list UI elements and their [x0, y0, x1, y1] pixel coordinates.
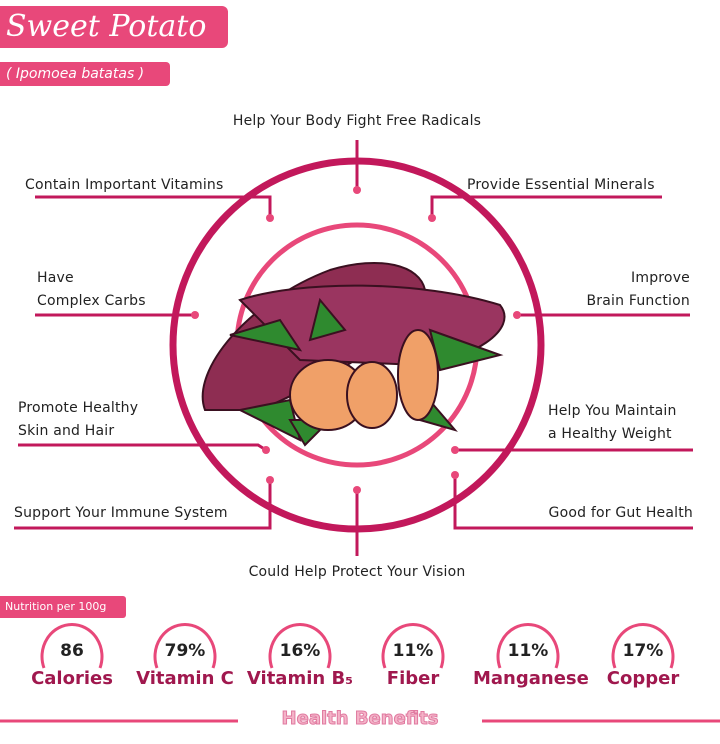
- benefit-skin-hair: Promote Healthy Skin and Hair: [18, 397, 138, 443]
- benefit-vitamins: Contain Important Vitamins: [25, 177, 224, 193]
- nutrition-item-calories: 86 Calories: [17, 628, 127, 689]
- nutrition-item-manganese: 11% Manganese: [473, 628, 589, 689]
- nutrition-name: Vitamin C: [136, 668, 234, 689]
- benefit-free-radicals: Help Your Body Fight Free Radicals: [232, 113, 482, 129]
- nutrition-value: 79%: [164, 641, 206, 661]
- nutrition-item-vitamin-c: 79% Vitamin C: [130, 628, 240, 689]
- nutrition-name: Calories: [31, 668, 113, 689]
- nutrition-item-fiber: 11% Fiber: [358, 628, 468, 689]
- benefit-line: Brain Function: [586, 293, 690, 309]
- benefit-line: Skin and Hair: [18, 423, 115, 439]
- benefit-line: a Healthy Weight: [548, 426, 672, 442]
- nutrition-label: Nutrition per 100g: [0, 596, 126, 618]
- benefit-brain-function: Improve Brain Function: [586, 267, 690, 313]
- connector-top-right: [430, 195, 662, 218]
- connector-lower-left: [18, 443, 267, 452]
- nutrition-name: Fiber: [386, 668, 440, 689]
- benefit-immune-system: Support Your Immune System: [14, 505, 228, 521]
- benefit-line: Help You Maintain: [548, 403, 677, 419]
- nutrition-value: 16%: [279, 641, 321, 661]
- benefit-line: Promote Healthy: [18, 400, 139, 416]
- scientific-name: ( Ipomoea batatas ): [0, 62, 170, 86]
- footer-health-benefits: Health Benefits: [281, 708, 439, 730]
- page-title: Sweet Potato: [0, 6, 228, 48]
- nutrition-value: 11%: [507, 641, 549, 661]
- nutrition-value: 17%: [622, 641, 664, 661]
- benefit-healthy-weight: Help You Maintain a Healthy Weight: [548, 400, 677, 446]
- sweet-potato-illustration: [201, 262, 506, 447]
- benefit-gut-health: Good for Gut Health: [548, 505, 693, 521]
- connector-bottom-right: [453, 475, 693, 530]
- benefit-line: Have: [37, 270, 74, 286]
- connector-top-left: [35, 195, 272, 218]
- benefit-line: Complex Carbs: [37, 293, 146, 309]
- nutrition-value: 11%: [392, 641, 434, 661]
- benefit-vision: Could Help Protect Your Vision: [248, 564, 466, 580]
- benefit-complex-carbs: Have Complex Carbs: [37, 267, 146, 313]
- benefit-minerals: Provide Essential Minerals: [467, 177, 655, 193]
- nutrition-name: Manganese: [473, 668, 589, 689]
- nutrition-arcs: [40, 623, 675, 669]
- nutrition-name: Copper: [606, 668, 680, 689]
- nutrition-item-vitamin-b5: 16% Vitamin B₅: [245, 628, 355, 689]
- benefit-line: Improve: [631, 270, 690, 286]
- connector-bottom-left: [14, 480, 272, 530]
- nutrition-value: 86: [60, 641, 84, 661]
- nutrition-item-copper: 17% Copper: [588, 628, 698, 689]
- nutrition-name: Vitamin B₅: [246, 668, 354, 689]
